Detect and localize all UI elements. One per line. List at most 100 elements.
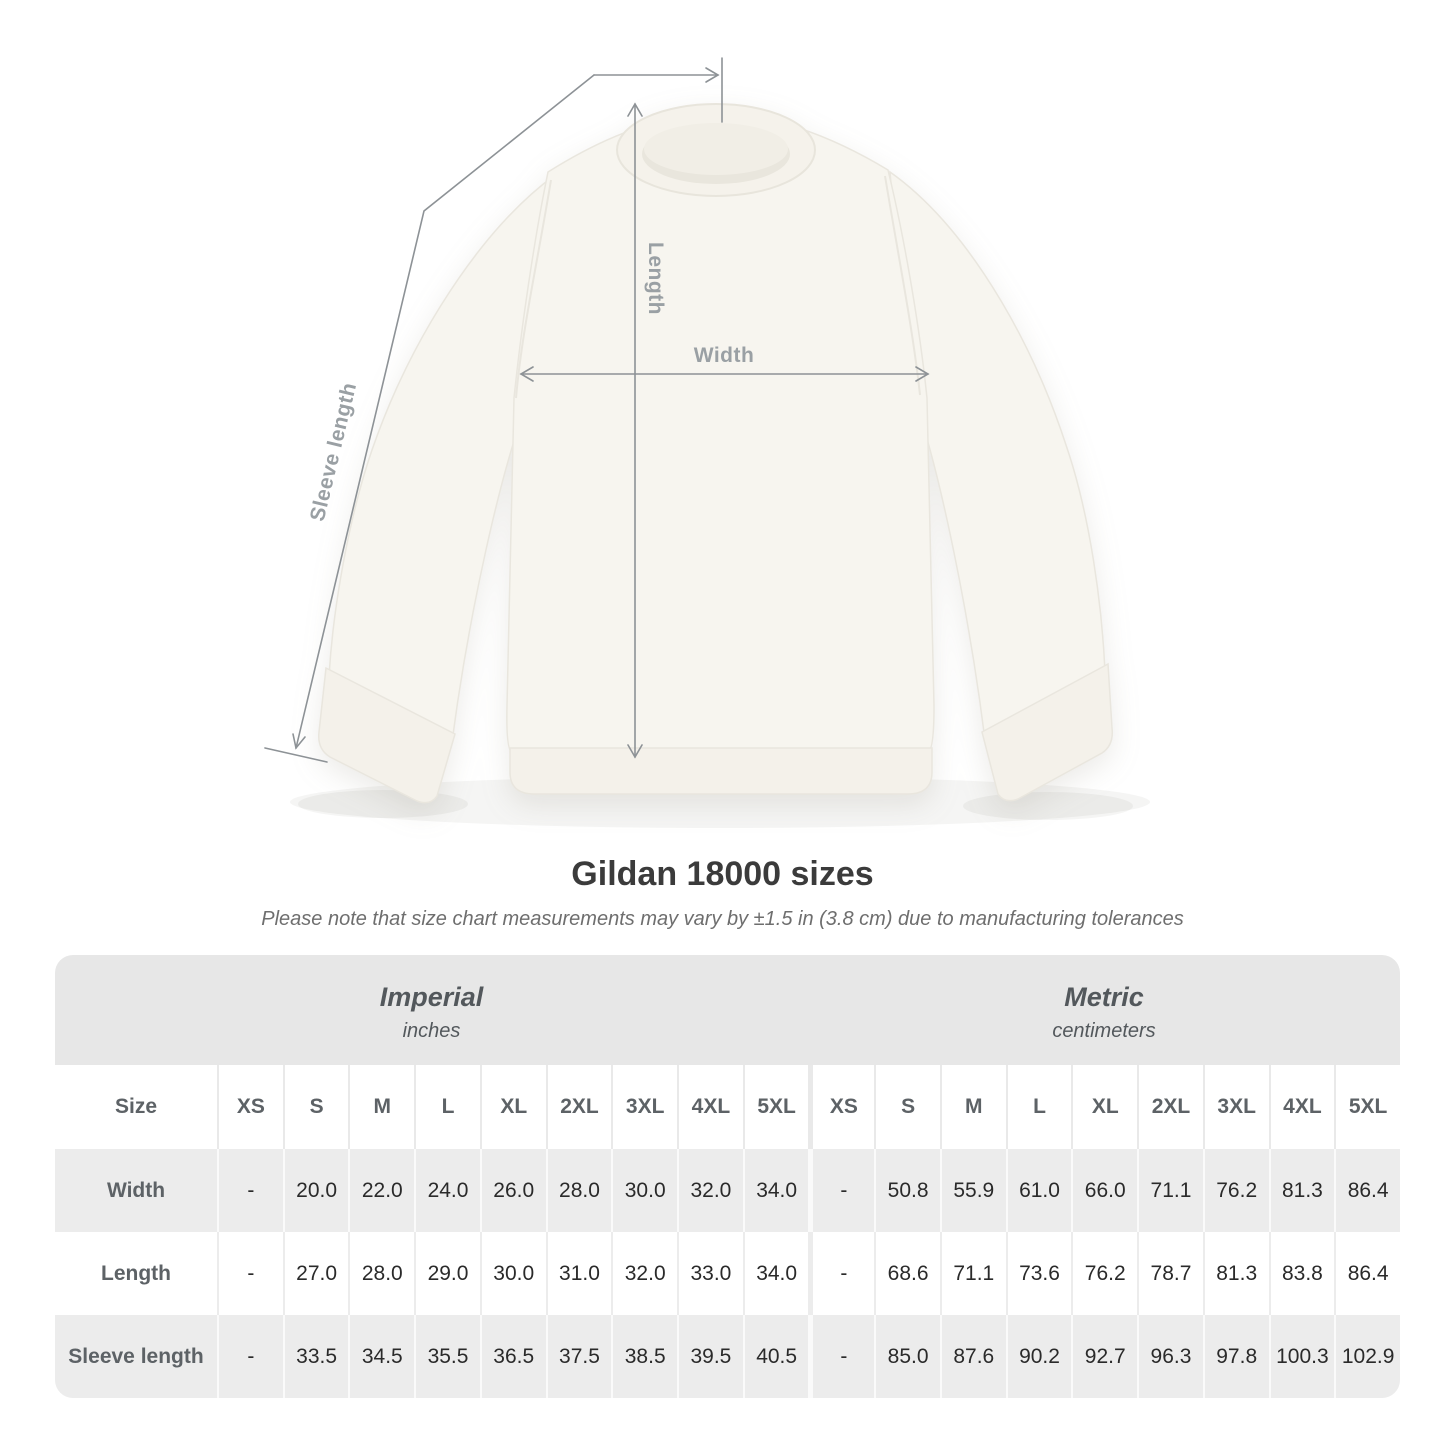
left-cuff xyxy=(317,666,456,804)
cuff-shadow-right xyxy=(963,792,1133,820)
header-cell: XS xyxy=(808,1065,875,1149)
value-cell: 68.6 xyxy=(874,1232,940,1315)
row-label: Sleeve length xyxy=(55,1315,217,1398)
value-cell: 34.0 xyxy=(742,1149,809,1232)
value-cell: 24.0 xyxy=(414,1149,480,1232)
metric-sublabel: centimeters xyxy=(1052,1019,1156,1042)
value-cell: - xyxy=(217,1232,283,1315)
value-cell: 90.2 xyxy=(1005,1315,1072,1398)
value-cell: - xyxy=(217,1315,283,1398)
value-cell: 86.4 xyxy=(1334,1149,1400,1232)
width-arrow-right xyxy=(915,366,930,382)
header-cell: 4XL xyxy=(677,1065,743,1149)
value-cell: 40.5 xyxy=(742,1315,809,1398)
length-arrow-up xyxy=(627,102,643,117)
imperial-label: Imperial xyxy=(379,981,484,1012)
value-cell: 86.4 xyxy=(1334,1232,1400,1315)
left-sleeve-seam xyxy=(515,179,552,399)
metric-label: Metric xyxy=(1064,981,1144,1012)
value-cell: 73.6 xyxy=(1005,1232,1072,1315)
header-cell: XL xyxy=(479,1065,546,1149)
header-cell: S xyxy=(282,1065,349,1149)
value-cell: 71.1 xyxy=(1137,1149,1203,1232)
value-cell: - xyxy=(808,1232,875,1315)
value-cell: 61.0 xyxy=(1005,1149,1072,1232)
metric-section-header: Metric centimeters xyxy=(808,955,1400,1065)
imperial-sublabel: inches xyxy=(402,1019,461,1042)
header-cell: 5XL xyxy=(742,1065,809,1149)
header-cell: 2XL xyxy=(545,1065,612,1149)
length-measure-label: Length xyxy=(644,242,667,315)
value-cell: 87.6 xyxy=(939,1315,1006,1398)
value-cell: 35.5 xyxy=(414,1315,480,1398)
size-column-header: Size xyxy=(55,1065,217,1149)
value-cell: 96.3 xyxy=(1137,1315,1203,1398)
sweatshirt-body xyxy=(506,113,935,753)
value-cell: 102.9 xyxy=(1334,1315,1400,1398)
hem-band xyxy=(509,747,933,795)
width-measure-label: Width xyxy=(693,344,755,367)
measurement-lines xyxy=(264,57,930,763)
value-cell: 71.1 xyxy=(939,1232,1006,1315)
value-cell: 33.5 xyxy=(282,1315,349,1398)
value-cell: 55.9 xyxy=(939,1149,1006,1232)
sleeve-line-diagonal xyxy=(295,74,595,749)
garment-shadow xyxy=(290,776,1150,828)
header-cell: XL xyxy=(1071,1065,1138,1149)
cuff-shadow-left xyxy=(298,790,468,818)
size-grid: Size XS S M L XL 2XL 3XL 4XL 5XL XS S M … xyxy=(55,1065,1400,1398)
value-cell: 30.0 xyxy=(611,1149,678,1232)
header-cell: S xyxy=(874,1065,940,1149)
header-cell: M xyxy=(348,1065,415,1149)
value-cell: 38.5 xyxy=(611,1315,678,1398)
header-cell: 5XL xyxy=(1334,1065,1400,1149)
value-cell: 78.7 xyxy=(1137,1232,1203,1315)
value-cell: 26.0 xyxy=(479,1149,546,1232)
value-cell: 22.0 xyxy=(348,1149,415,1232)
row-label: Width xyxy=(55,1149,217,1232)
sleeve-arrow-end xyxy=(292,733,306,750)
value-cell: 29.0 xyxy=(414,1232,480,1315)
value-cell: 50.8 xyxy=(874,1149,940,1232)
value-cell: 100.3 xyxy=(1268,1315,1335,1398)
value-cell: 37.5 xyxy=(545,1315,612,1398)
sweatshirt-illustration xyxy=(264,57,1150,828)
sleeve-end-tick xyxy=(264,747,328,763)
size-table: Imperial inches Metric centimeters Size … xyxy=(55,955,1400,1398)
header-cell: L xyxy=(414,1065,480,1149)
header-cell: L xyxy=(1005,1065,1072,1149)
value-cell: 83.8 xyxy=(1268,1232,1335,1315)
value-cell: 31.0 xyxy=(545,1232,612,1315)
header-cell: 3XL xyxy=(1202,1065,1269,1149)
sleeve-arrow-right xyxy=(705,67,720,83)
value-cell: 97.8 xyxy=(1202,1315,1269,1398)
value-cell: - xyxy=(808,1315,875,1398)
value-cell: 30.0 xyxy=(479,1232,546,1315)
value-cell: 34.5 xyxy=(348,1315,415,1398)
collar-inner-fabric xyxy=(644,123,788,175)
header-cell: 4XL xyxy=(1268,1065,1335,1149)
value-cell: 32.0 xyxy=(611,1232,678,1315)
page-title: Gildan 18000 sizes xyxy=(571,855,874,893)
value-cell: 28.0 xyxy=(348,1232,415,1315)
value-cell: - xyxy=(808,1149,875,1232)
value-cell: 36.5 xyxy=(479,1315,546,1398)
value-cell: 33.0 xyxy=(677,1232,743,1315)
right-cuff xyxy=(981,662,1114,802)
row-label: Length xyxy=(55,1232,217,1315)
header-cell: 3XL xyxy=(611,1065,678,1149)
tolerance-note: Please note that size chart measurements… xyxy=(261,908,1184,930)
value-cell: 76.2 xyxy=(1202,1149,1269,1232)
value-cell: 81.3 xyxy=(1268,1149,1335,1232)
value-cell: 66.0 xyxy=(1071,1149,1138,1232)
value-cell: 27.0 xyxy=(282,1232,349,1315)
value-cell: 76.2 xyxy=(1071,1232,1138,1315)
imperial-section-header: Imperial inches xyxy=(55,955,808,1065)
value-cell: 34.0 xyxy=(742,1232,809,1315)
right-sleeve-seam xyxy=(884,175,921,396)
value-cell: 39.5 xyxy=(677,1315,743,1398)
value-cell: - xyxy=(217,1149,283,1232)
width-arrow-left xyxy=(519,366,534,382)
value-cell: 92.7 xyxy=(1071,1315,1138,1398)
